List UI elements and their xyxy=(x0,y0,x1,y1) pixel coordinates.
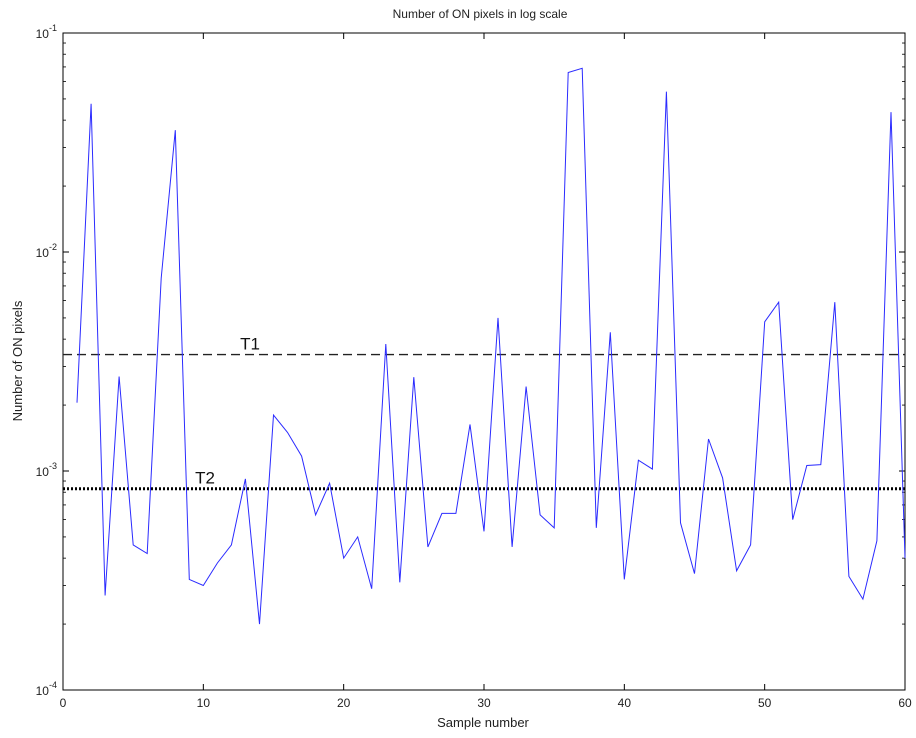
x-tick-label: 30 xyxy=(477,696,491,710)
tick-labels: 0 10 20 30 40 50 60 10-4 10-3 10-2 10-1 xyxy=(36,23,912,710)
plot-frame xyxy=(62,32,906,691)
chart-title: Number of ON pixels in log scale xyxy=(393,7,568,21)
x-tick-label: 10 xyxy=(197,696,211,710)
x-axis-label: Sample number xyxy=(437,715,529,730)
y-tick-label: 10-4 xyxy=(36,680,57,698)
y-tick-label: 10-3 xyxy=(36,461,57,479)
reference-lines: T1 T2 xyxy=(63,335,905,491)
x-tick-label: 60 xyxy=(898,696,912,710)
x-tick-label: 40 xyxy=(618,696,632,710)
threshold-label-t2: T2 xyxy=(195,469,215,488)
y-tick-label: 10-2 xyxy=(36,242,57,260)
x-tick-label: 0 xyxy=(60,696,67,710)
x-tick-label: 20 xyxy=(337,696,351,710)
x-tick-label: 50 xyxy=(758,696,772,710)
axes xyxy=(62,32,906,691)
y-tick-label: 10-1 xyxy=(36,23,57,41)
series-line-0 xyxy=(76,67,906,625)
threshold-label-t1: T1 xyxy=(240,335,260,354)
y-axis-label: Number of ON pixels xyxy=(10,300,25,421)
series xyxy=(76,67,906,625)
